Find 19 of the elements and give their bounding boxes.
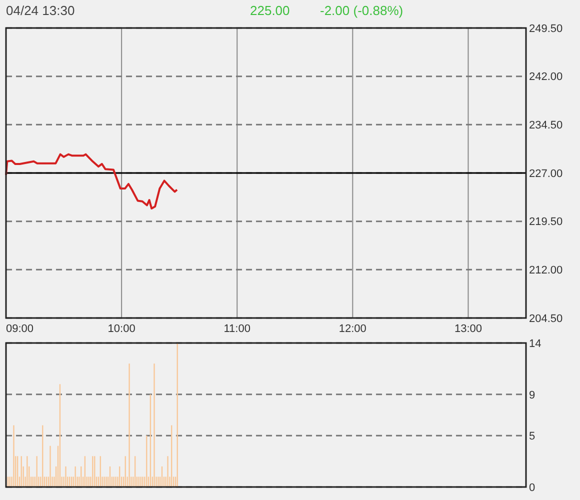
y-tick-label: 249.50	[529, 22, 563, 35]
text: 225.00	[250, 3, 290, 18]
x-tick-label: 13:00	[454, 323, 482, 335]
y-tick-label: 212.00	[529, 264, 563, 277]
y-tick-label: 219.50	[529, 216, 563, 228]
y-tick-label: 9	[529, 389, 536, 402]
y-tick-label: 5	[529, 430, 536, 442]
y-tick-label: 14	[529, 338, 542, 350]
text: -2.00 (-0.88%)	[320, 3, 404, 18]
y-tick-label: 242.00	[529, 71, 563, 84]
y-tick-label: 227.00	[529, 168, 563, 180]
y-tick-label: 0	[529, 482, 536, 494]
x-tick-label: 10:00	[108, 323, 136, 335]
y-tick-label: 234.50	[529, 120, 563, 132]
x-tick-label: 12:00	[338, 323, 366, 335]
x-tick-label: 09:00	[6, 323, 34, 335]
y-tick-label: 204.50	[529, 312, 563, 325]
chart-title: 04/24 13:30	[6, 3, 75, 18]
x-tick-label: 11:00	[224, 323, 250, 335]
